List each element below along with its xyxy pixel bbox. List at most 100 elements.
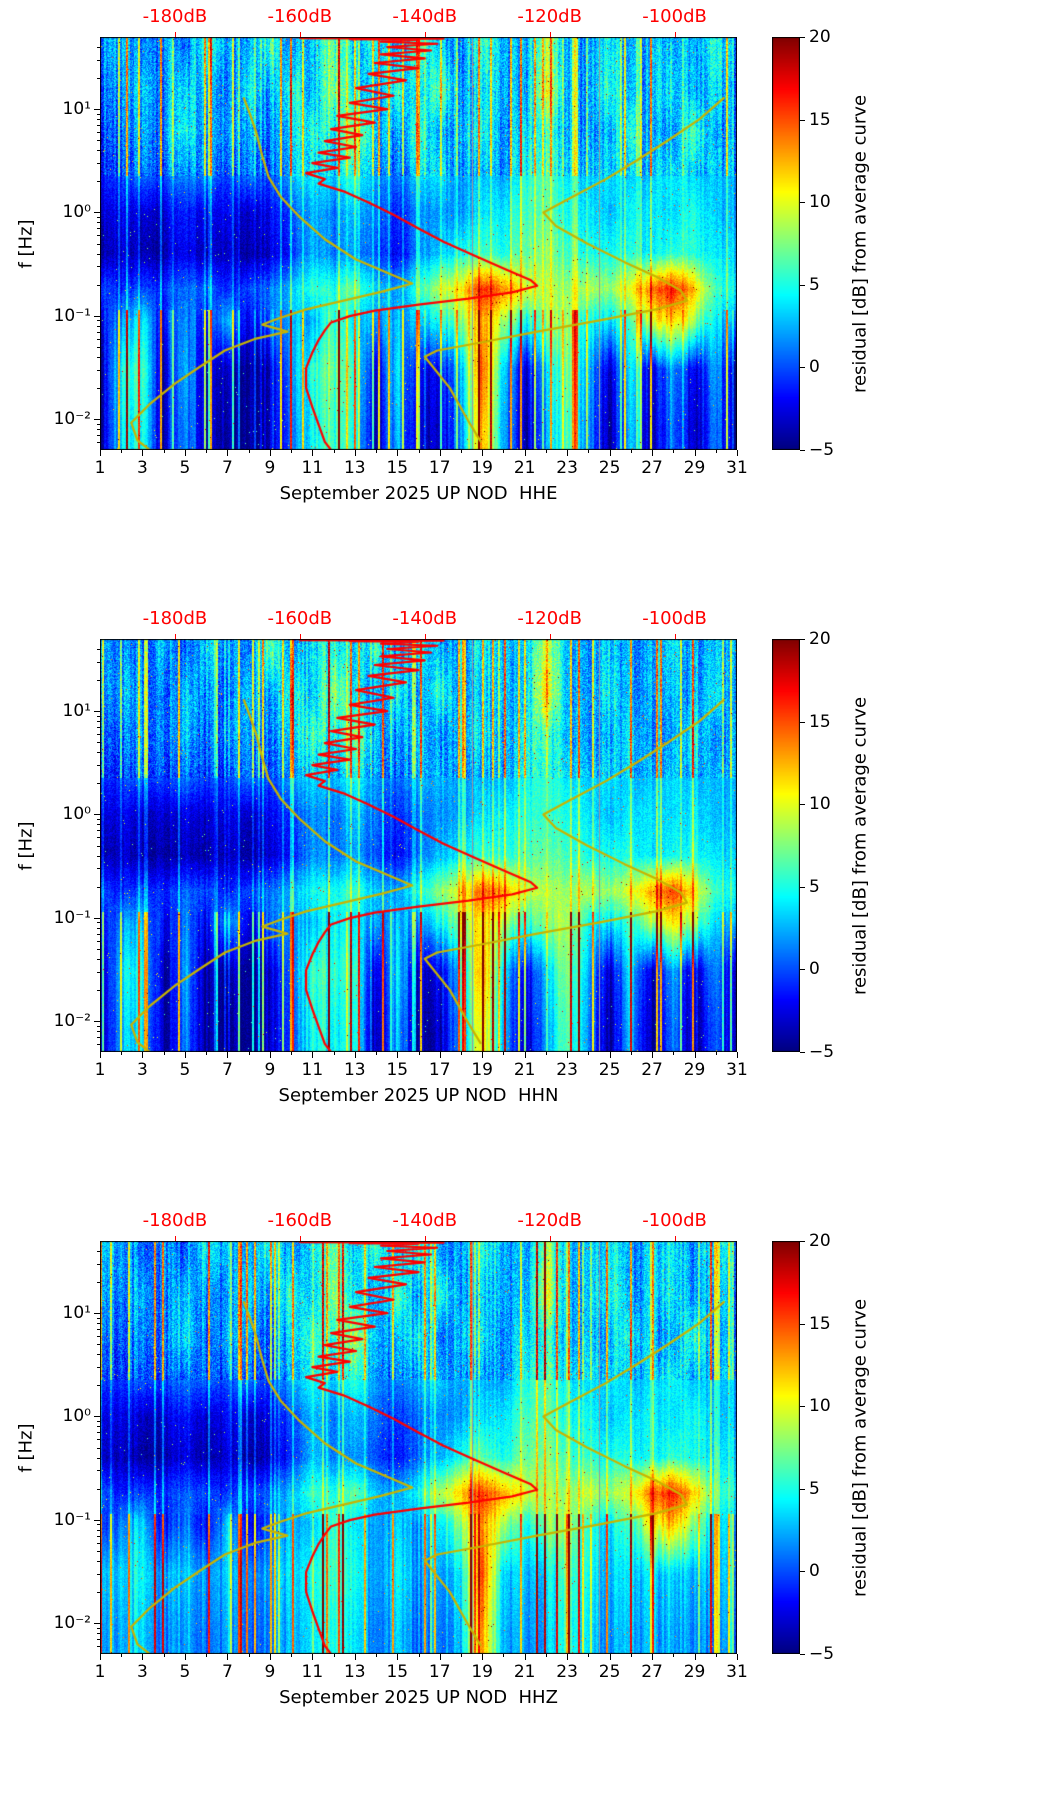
colorbar-tick	[800, 367, 805, 369]
x-axis-minor-tick	[376, 1052, 378, 1055]
colorbar-tick	[800, 450, 805, 451]
y-axis-minor-tick	[97, 1317, 100, 1319]
x-axis-minor-tick	[291, 1052, 293, 1055]
y-axis-minor-tick	[97, 253, 100, 255]
y-tick-label: 10⁰	[62, 1406, 91, 1427]
x-axis-minor-tick	[460, 450, 462, 453]
colorbar-tick	[800, 1488, 805, 1490]
y-axis-minor-tick	[97, 1344, 100, 1346]
x-tick-label: 17	[428, 1662, 451, 1682]
y-axis-minor-tick	[97, 1025, 100, 1027]
y-tick-label: 10⁰	[62, 804, 91, 825]
y-axis-minor-tick	[97, 284, 100, 286]
top-axis-tick	[674, 32, 676, 37]
y-axis-minor-tick	[97, 331, 100, 333]
x-axis-tick	[609, 1052, 611, 1058]
y-axis-minor-tick	[97, 845, 100, 847]
x-axis-minor-tick	[248, 1052, 250, 1055]
x-axis-tick	[524, 1654, 526, 1660]
colorbar-canvas	[772, 1241, 800, 1654]
y-axis-minor-tick	[97, 940, 100, 942]
colorbar-tick-label: 15	[809, 1313, 831, 1334]
colorbar-tick-label: 0	[809, 959, 820, 980]
y-axis-minor-tick	[97, 824, 100, 826]
colorbar-tick	[800, 886, 805, 888]
x-tick-label: 17	[428, 1060, 451, 1080]
top-axis-label: -140dB	[392, 608, 458, 629]
y-axis-minor-tick	[97, 1336, 100, 1338]
y-axis-title: f [Hz]	[15, 820, 37, 871]
colorbar-tick-label: 5	[809, 876, 820, 897]
y-axis-minor-tick	[97, 428, 100, 430]
top-axis-label: -140dB	[392, 6, 458, 27]
y-axis-minor-tick	[97, 1560, 100, 1562]
x-axis-tick	[439, 1654, 441, 1660]
x-tick-label: 5	[179, 1060, 191, 1080]
y-axis-minor-tick	[97, 1550, 100, 1552]
x-axis-tick	[397, 1654, 399, 1660]
top-axis-label: -160dB	[267, 6, 333, 27]
x-tick-label: 29	[683, 458, 706, 478]
colorbar-tick-label: 5	[809, 1478, 820, 1499]
y-axis-minor-tick	[97, 235, 100, 237]
y-axis-minor-tick	[97, 649, 100, 650]
x-axis-minor-tick	[333, 1052, 335, 1055]
x-tick-label: 21	[513, 458, 536, 478]
x-tick-label: 31	[726, 458, 748, 478]
y-axis-minor-tick	[97, 727, 100, 729]
y-axis-minor-tick	[97, 217, 100, 219]
y-axis-minor-tick	[97, 661, 100, 663]
y-axis-minor-tick	[97, 886, 100, 888]
x-axis-tick	[312, 1052, 314, 1058]
y-axis-minor-tick	[97, 948, 100, 950]
x-tick-label: 5	[179, 1662, 191, 1682]
y-axis-minor-tick	[97, 338, 100, 340]
y-axis-minor-tick	[97, 734, 100, 736]
y-axis-minor-tick	[97, 113, 100, 115]
y-axis-minor-tick	[97, 59, 100, 61]
colorbar-canvas	[772, 639, 800, 1052]
y-axis-tick	[94, 1020, 100, 1022]
top-axis-tick	[424, 634, 426, 639]
y-axis-minor-tick	[97, 1542, 100, 1544]
x-tick-label: 7	[221, 458, 233, 478]
y-axis-minor-tick	[97, 1439, 100, 1441]
x-tick-label: 15	[386, 1060, 409, 1080]
x-axis-minor-tick	[715, 1052, 717, 1055]
y-axis-minor-tick	[97, 765, 100, 767]
x-tick-label: 31	[726, 1060, 748, 1080]
colorbar-tick-label: 20	[809, 27, 831, 47]
y-axis-minor-tick	[97, 837, 100, 839]
y-axis-minor-tick	[97, 1535, 100, 1537]
colorbar-tick	[800, 1571, 805, 1573]
top-axis-label: -120dB	[517, 1210, 582, 1231]
top-axis-tick	[549, 634, 551, 639]
x-axis-minor-tick	[418, 1052, 420, 1055]
x-axis-minor-tick	[503, 450, 505, 453]
x-axis-tick	[100, 1654, 101, 1660]
x-axis-minor-tick	[333, 1654, 335, 1657]
x-tick-label: 31	[726, 1662, 748, 1682]
top-axis-tick	[549, 32, 551, 37]
y-tick-label: 10⁻²	[53, 1612, 91, 1633]
colorbar-tick-label: 20	[809, 629, 831, 649]
y-axis-minor-tick	[97, 266, 100, 268]
x-axis-tick	[227, 1052, 229, 1058]
top-axis-label: -100dB	[642, 608, 707, 629]
top-axis-tick	[174, 634, 176, 639]
x-tick-label: 29	[683, 1662, 706, 1682]
x-tick-label: 23	[556, 1662, 578, 1682]
x-tick-label: 19	[471, 1060, 494, 1080]
x-axis-title: September 2025 UP NOD HHE	[279, 483, 558, 504]
x-tick-label: 17	[428, 458, 451, 478]
colorbar-tick-label: 20	[809, 1231, 831, 1251]
y-axis-minor-tick	[97, 927, 100, 929]
y-axis-minor-tick	[97, 1426, 100, 1428]
y-axis-minor-tick	[97, 1251, 100, 1252]
x-axis-tick	[397, 1052, 399, 1058]
y-axis-minor-tick	[97, 1457, 100, 1459]
x-axis-minor-tick	[545, 1052, 547, 1055]
x-axis-minor-tick	[418, 450, 420, 453]
spectrogram-canvas-hhz	[100, 1241, 737, 1654]
x-tick-label: 29	[683, 1060, 706, 1080]
